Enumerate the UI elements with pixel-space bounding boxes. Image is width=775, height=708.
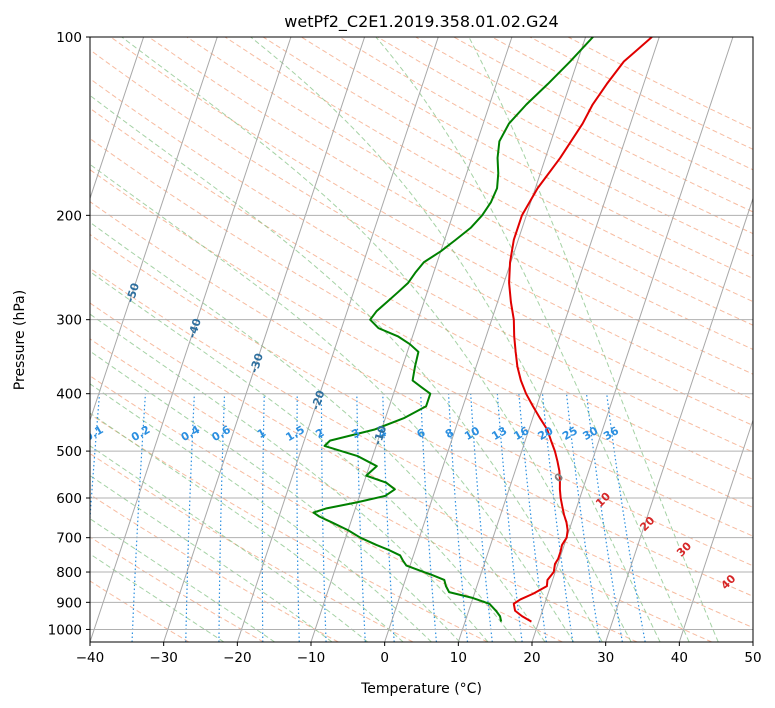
skewed-isotherms — [90, 37, 753, 642]
y-tick-label: 1000 — [48, 622, 82, 638]
moist-adiabat — [90, 553, 225, 642]
mixing-ratio-line — [541, 393, 574, 642]
moist-adiabat — [90, 350, 461, 642]
mixing-ratio-line — [261, 393, 265, 642]
mixing-ratio-line — [565, 393, 601, 642]
isotherm-line — [384, 37, 587, 642]
mixing-ratio-line — [185, 393, 195, 642]
isotherm-label: -20 — [309, 388, 328, 411]
moist-adiabat — [121, 37, 632, 642]
isotherm-line — [90, 37, 292, 642]
isotherm-label: -30 — [247, 351, 266, 374]
mixing-ratio-line — [320, 393, 327, 642]
moist-adiabat — [375, 37, 690, 642]
moist-adiabat — [90, 271, 517, 642]
y-tick-label: 100 — [56, 30, 82, 46]
dewpoint-profile — [312, 37, 594, 622]
x-tick-label: −10 — [297, 650, 326, 666]
dry-adiabat — [90, 49, 753, 426]
dry-adiabat — [90, 169, 753, 537]
moist-adiabat — [468, 37, 719, 642]
mixing-ratio-line — [356, 393, 366, 642]
isotherm-line — [90, 37, 145, 200]
isotherm-line — [90, 37, 218, 422]
isotherm-line — [457, 37, 660, 642]
mixing-ratio-line — [518, 393, 547, 642]
moist-adiabat — [90, 313, 489, 642]
mixing-ratio-line — [447, 393, 469, 642]
y-tick-label: 500 — [56, 444, 82, 460]
x-tick-label: 30 — [597, 650, 614, 666]
x-tick-label: 10 — [450, 650, 467, 666]
mixing-ratio-line — [131, 393, 147, 642]
isotherm-label: -10 — [371, 424, 390, 447]
moist-adiabat — [90, 221, 546, 642]
x-axis: −40 −30 −20 −10 0 10 20 30 40 50 — [76, 642, 762, 666]
x-tick-label: −20 — [223, 650, 252, 666]
x-tick-label: 50 — [744, 650, 761, 666]
dry-adiabat — [90, 413, 488, 642]
y-tick-label: 900 — [56, 595, 82, 611]
isotherm-line — [310, 37, 513, 642]
moist-adiabat — [90, 412, 404, 642]
x-tick-label: −40 — [76, 650, 105, 666]
dry-adiabat — [90, 138, 753, 508]
dry-adiabat — [90, 536, 264, 642]
moist-adiabat — [90, 445, 368, 642]
mixing-ratio-line — [296, 393, 300, 642]
y-tick-label: 400 — [56, 387, 82, 403]
moist-adiabat — [250, 37, 661, 642]
x-tick-label: 40 — [671, 650, 688, 666]
isotherm-label: -40 — [185, 316, 204, 339]
y-tick-label: 800 — [56, 565, 82, 581]
plot-area — [90, 37, 753, 642]
x-axis-title: Temperature (°C) — [360, 681, 482, 697]
mixing-ratio-line — [470, 393, 493, 642]
y-tick-label: 700 — [56, 531, 82, 547]
chart-title: wetPf2_C2E1.2019.358.01.02.G24 — [284, 12, 558, 32]
y-tick-label: 300 — [56, 313, 82, 329]
moist-adiabat — [90, 474, 333, 642]
dry-adiabat — [224, 37, 753, 326]
profile-series — [312, 37, 653, 623]
y-tick-label: 600 — [56, 491, 82, 507]
moist-adiabat — [90, 518, 275, 642]
moist-adiabats — [90, 37, 719, 642]
isotherm-label: -50 — [124, 281, 143, 304]
isotherm-line — [678, 418, 753, 642]
isotherm-line — [605, 196, 753, 642]
x-tick-label: 0 — [380, 650, 389, 666]
dry-adiabat — [90, 267, 753, 629]
temperature-profile — [508, 37, 653, 623]
isotherm-line — [236, 37, 439, 642]
dry-adiabat — [90, 580, 190, 642]
dry-adiabat — [186, 37, 753, 350]
isotherm-line — [163, 37, 366, 642]
dry-adiabat — [148, 37, 753, 375]
plot-frame — [89, 36, 754, 643]
mixing-ratio-line — [420, 393, 438, 642]
dry-adiabat — [90, 338, 638, 642]
mixing-ratio-line — [218, 393, 226, 642]
y-tick-label: 200 — [56, 208, 82, 224]
x-tick-label: −30 — [149, 650, 178, 666]
moist-adiabat — [90, 163, 575, 642]
mixing-ratio-line — [606, 393, 646, 642]
mixing-ratio-line — [382, 393, 395, 642]
y-axis: 100 200 300 400 500 600 700 800 900 1000 — [48, 30, 90, 638]
moist-adiabat — [90, 94, 603, 642]
y-axis-title: Pressure (hPa) — [12, 290, 28, 390]
x-tick-label: 20 — [523, 650, 540, 666]
dry-adiabat — [90, 201, 753, 567]
